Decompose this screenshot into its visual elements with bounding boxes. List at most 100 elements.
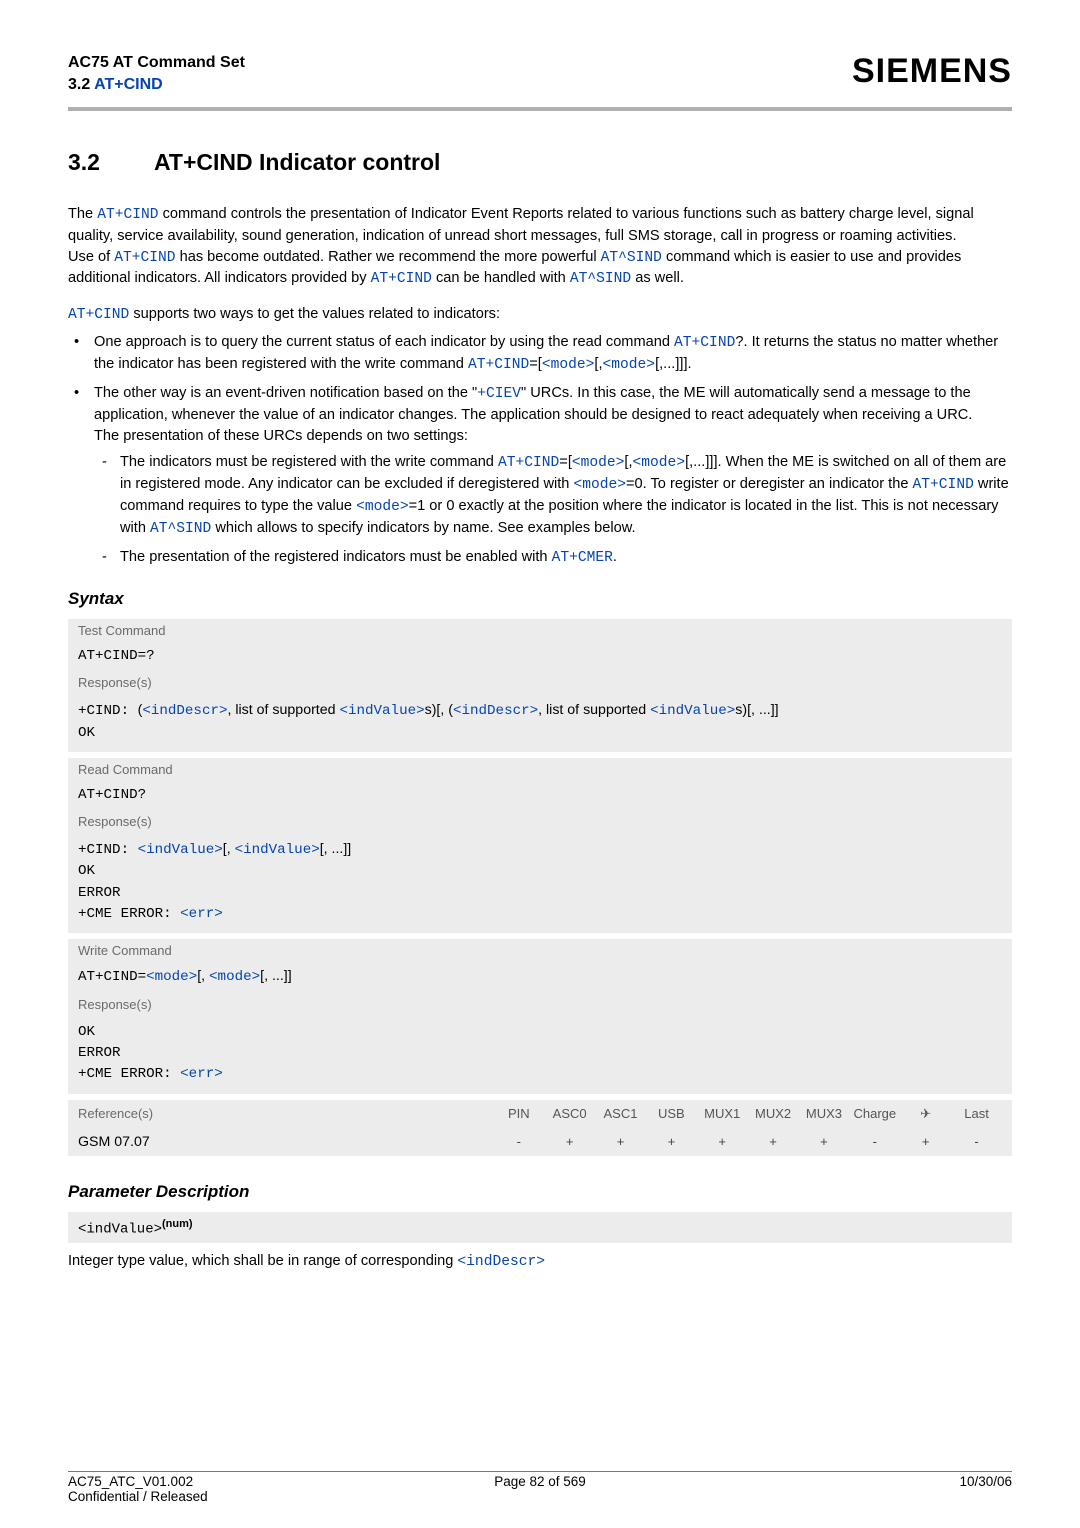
v6: + — [799, 1134, 850, 1149]
page-header: AC75 AT Command Set 3.2 AT+CIND SIEMENS — [68, 52, 1012, 105]
footer-page: Page 82 of 569 — [68, 1474, 1012, 1489]
reference-vals: - + + + + + + - + - — [483, 1128, 1012, 1156]
write-command-box: Write Command AT+CIND=<mode>[, <mode>[, … — [68, 939, 1012, 1093]
test-resp-label: Response(s) — [68, 671, 1012, 694]
col-last: Last — [951, 1106, 1002, 1121]
supports-text: supports two ways to get the values rela… — [129, 306, 500, 322]
read-response: +CIND: <indValue>[, <indValue>[, ...]] O… — [68, 833, 1012, 933]
s1a: The indicators must be registered with t… — [120, 454, 498, 470]
reference-value: GSM 07.07 — [68, 1128, 483, 1156]
sub-bullet-list: The indicators must be registered with t… — [94, 452, 1012, 569]
header-left: AC75 AT Command Set 3.2 AT+CIND — [68, 52, 245, 95]
wr-ok: OK — [78, 1024, 95, 1040]
rr-err: ERROR — [78, 885, 121, 901]
s1l3[interactable]: <mode> — [633, 455, 686, 471]
footer-date: 10/30/06 — [959, 1474, 1012, 1504]
b1l2[interactable]: AT+CIND — [468, 357, 529, 373]
bullet-list: One approach is to query the current sta… — [68, 332, 1012, 569]
tr1l2[interactable]: <indValue> — [339, 703, 424, 719]
rr1l2[interactable]: <indValue> — [235, 842, 320, 858]
b2a: The other way is an event-driven notific… — [94, 385, 477, 401]
b1l4[interactable]: <mode> — [603, 357, 656, 373]
p2e: as well. — [631, 270, 684, 286]
b1l3[interactable]: <mode> — [542, 357, 595, 373]
brand-logo: SIEMENS — [852, 52, 1012, 91]
s1l5[interactable]: AT+CIND — [913, 477, 974, 493]
b1a: One approach is to query the current sta… — [94, 334, 674, 350]
tr1c: , list of supported — [227, 702, 339, 718]
subtitle-num: 3.2 — [68, 76, 94, 93]
param-name: <indValue> — [78, 1221, 162, 1237]
section-cmd: AT+CIND — [154, 149, 253, 175]
reference-box: Reference(s) PIN ASC0 ASC1 USB MUX1 MUX2… — [68, 1100, 1012, 1156]
doc-subtitle: 3.2 AT+CIND — [68, 74, 245, 96]
col-asc1: ASC1 — [595, 1106, 646, 1121]
link-atcind4[interactable]: AT+CIND — [68, 307, 129, 323]
write-response: OK ERROR +CME ERROR: <err> — [68, 1016, 1012, 1094]
rr-cme: +CME ERROR: — [78, 906, 180, 922]
tr1l1[interactable]: <indDescr> — [142, 703, 227, 719]
link-atcind2[interactable]: AT+CIND — [114, 250, 175, 266]
v1: + — [544, 1134, 595, 1149]
page-footer: AC75_ATC_V01.002 Confidential / Released… — [68, 1474, 1012, 1504]
link-atsind[interactable]: AT^SIND — [601, 250, 662, 266]
v7: - — [849, 1134, 900, 1149]
p1a: The — [68, 206, 97, 222]
tr1l4[interactable]: <indValue> — [650, 703, 735, 719]
tr1e: , list of supported — [538, 702, 650, 718]
wr-cme-link[interactable]: <err> — [180, 1066, 223, 1082]
rr1b: [, — [223, 841, 235, 857]
s1l4[interactable]: <mode> — [573, 477, 626, 493]
param-desc-text: Integer type value, which shall be in ra… — [68, 1251, 1012, 1273]
s1l7[interactable]: AT^SIND — [150, 521, 211, 537]
reference-value-row: GSM 07.07 - + + + + + + - + - — [68, 1128, 1012, 1156]
s2a: The presentation of the registered indic… — [120, 549, 552, 565]
b1l1[interactable]: AT+CIND — [674, 335, 735, 351]
link-atcind3[interactable]: AT+CIND — [371, 271, 432, 287]
test-cmd: AT+CIND=? — [68, 642, 1012, 671]
b2l1[interactable]: +CIEV — [477, 386, 521, 402]
s1c: [, — [624, 454, 632, 470]
tr1l3[interactable]: <indDescr> — [453, 703, 538, 719]
test-label: Test Command — [68, 619, 1012, 642]
tr-ok: OK — [78, 725, 95, 741]
rr-cme-link[interactable]: <err> — [180, 906, 223, 922]
s1l2[interactable]: <mode> — [572, 455, 625, 471]
subtitle-link[interactable]: AT+CIND — [94, 76, 163, 93]
rr1l1[interactable]: <indValue> — [138, 842, 223, 858]
pd-link[interactable]: <indDescr> — [457, 1254, 545, 1270]
s2b: . — [613, 549, 617, 565]
syntax-heading: Syntax — [68, 589, 1012, 609]
b1c: =[ — [529, 356, 542, 372]
section-num: 3.2 — [68, 149, 154, 176]
link-atcind[interactable]: AT+CIND — [97, 207, 158, 223]
col-asc0: ASC0 — [544, 1106, 595, 1121]
p2a: Use of — [68, 249, 114, 265]
v4: + — [697, 1134, 748, 1149]
section-title: Indicator control — [253, 149, 441, 175]
footer-left: AC75_ATC_V01.002 Confidential / Released — [68, 1474, 208, 1504]
s1e: =0. To register or deregister an indicat… — [626, 476, 913, 492]
footer-rule — [68, 1471, 1012, 1472]
s1l6[interactable]: <mode> — [356, 499, 409, 515]
test-command-box: Test Command AT+CIND=? Response(s) +CIND… — [68, 619, 1012, 752]
wc-a: AT+CIND= — [78, 969, 146, 985]
wc-l2[interactable]: <mode> — [209, 969, 260, 985]
tr1f: s)[, ...]] — [735, 702, 778, 718]
doc-title: AC75 AT Command Set — [68, 52, 245, 74]
s2l1[interactable]: AT+CMER — [552, 550, 613, 566]
v5: + — [748, 1134, 799, 1149]
s1l1[interactable]: AT+CIND — [498, 455, 559, 471]
wc-l1[interactable]: <mode> — [146, 969, 197, 985]
b2c: The presentation of these URCs depends o… — [94, 428, 468, 444]
link-atsind2[interactable]: AT^SIND — [570, 271, 631, 287]
col-mux3: MUX3 — [799, 1106, 850, 1121]
footer-confidential: Confidential / Released — [68, 1489, 208, 1504]
wc-b: [, — [197, 968, 209, 984]
test-response: +CIND: (<indDescr>, list of supported <i… — [68, 694, 1012, 752]
col-pin: PIN — [493, 1106, 544, 1121]
read-resp-label: Response(s) — [68, 810, 1012, 833]
read-command-box: Read Command AT+CIND? Response(s) +CIND:… — [68, 758, 1012, 933]
bullet-2: The other way is an event-driven notific… — [68, 383, 1012, 569]
tr1d: s)[, ( — [425, 702, 453, 718]
